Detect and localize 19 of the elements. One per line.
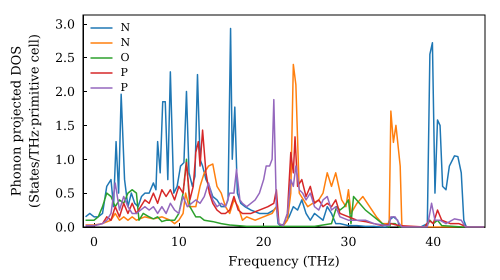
y-tick-label: 3.0 — [55, 16, 76, 32]
y-tick-label: 1.0 — [55, 152, 76, 167]
y-tick-label: 0.0 — [55, 220, 76, 234]
y-axis-title: Phonon projected DOS (States/THz·primitive cell) — [10, 34, 43, 208]
y-tick-label: 0.5 — [55, 186, 75, 201]
y-tick-label: 1.5 — [55, 118, 75, 133]
legend-label: P — [120, 66, 128, 79]
x-tick-label: 20 — [256, 234, 272, 249]
legend-label: O — [120, 51, 130, 64]
y-tick-label: 2.0 — [55, 84, 76, 100]
legend-label: N — [120, 21, 130, 34]
x-tick-label: 40 — [425, 234, 442, 249]
x-axis-title: Frequency (THz) — [228, 254, 340, 270]
x-tick-label: 10 — [170, 234, 187, 249]
x-tick-label: 30 — [340, 234, 356, 249]
x-tick-label: 0 — [90, 234, 98, 249]
y-tick-label: 2.5 — [55, 50, 75, 66]
legend-label: P — [120, 81, 128, 94]
legend-label: N — [120, 36, 130, 49]
